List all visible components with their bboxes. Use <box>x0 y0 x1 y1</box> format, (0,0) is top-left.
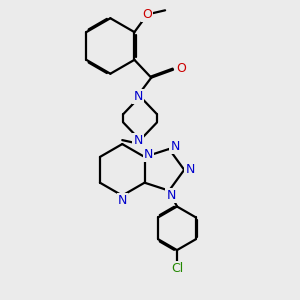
Text: N: N <box>167 189 176 202</box>
Text: N: N <box>134 134 143 147</box>
Text: O: O <box>176 62 186 75</box>
Text: N: N <box>185 163 195 176</box>
Text: N: N <box>118 194 127 207</box>
Text: N: N <box>144 148 153 161</box>
Text: N: N <box>134 90 143 103</box>
Text: Cl: Cl <box>171 262 183 275</box>
Text: N: N <box>170 140 180 154</box>
Text: O: O <box>142 8 152 21</box>
